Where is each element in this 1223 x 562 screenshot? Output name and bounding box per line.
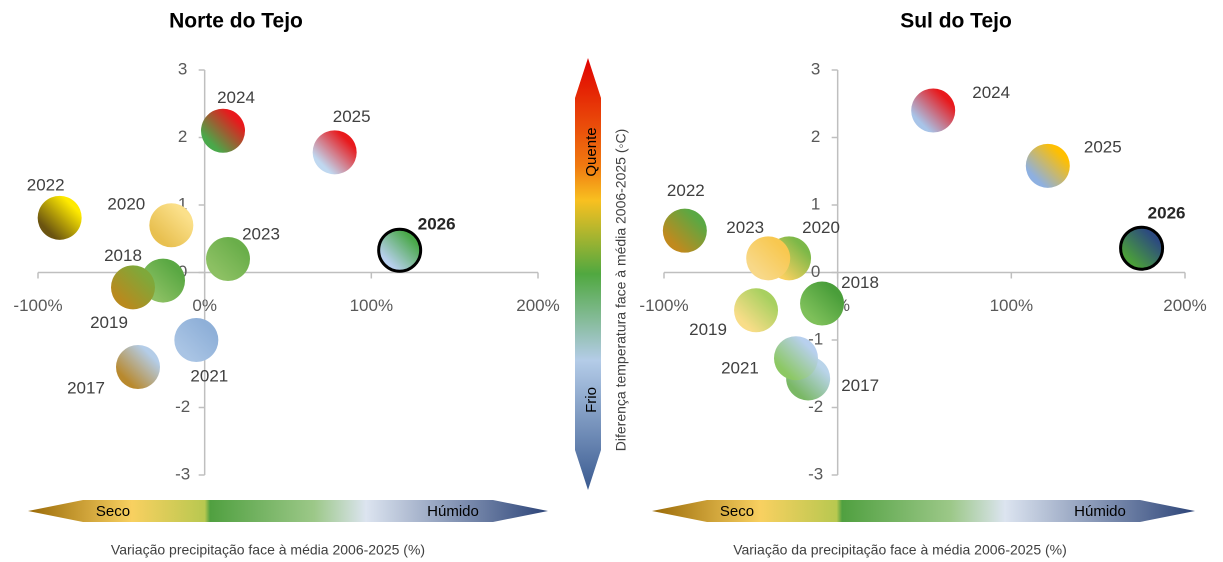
chart-title: Norte do Tejo xyxy=(169,10,303,33)
x-tick-label: -100% xyxy=(639,296,688,315)
warm-label: Quente xyxy=(583,127,600,176)
bubble xyxy=(206,237,250,281)
x-tick-label: 100% xyxy=(990,296,1033,315)
bubble xyxy=(201,108,245,153)
point-label: 2020 xyxy=(802,218,840,237)
y-tick-label: 2 xyxy=(811,127,820,146)
wet-label: Húmido xyxy=(1074,503,1126,520)
wet-label: Húmido xyxy=(427,503,479,520)
point-label: 2024 xyxy=(972,83,1010,102)
dry-label: Seco xyxy=(96,503,130,520)
precipitation-arrow xyxy=(652,500,1195,522)
point-label: 2023 xyxy=(242,224,280,243)
temperature-arrow xyxy=(575,58,601,490)
x-axis-title: Variação da precipitação face à média 20… xyxy=(733,542,1067,558)
point-label: 2026 xyxy=(418,215,456,234)
point-label: 2018 xyxy=(104,246,142,265)
point-label: 2020 xyxy=(107,195,145,214)
bubble xyxy=(149,203,194,248)
color-scale-title: Diferença temperatura face à média 2006-… xyxy=(613,129,629,451)
y-tick-label: 2 xyxy=(178,127,187,146)
x-axis-title: Variação precipitação face à média 2006-… xyxy=(111,542,425,558)
y-tick-label: -3 xyxy=(808,464,823,483)
point-label: 2022 xyxy=(27,175,65,194)
point-label: 2021 xyxy=(721,359,759,378)
bubble xyxy=(662,208,707,253)
chart: Norte do Tejo-100%0%100%200%-3-2-10123Se… xyxy=(13,10,559,558)
bubble xyxy=(312,130,357,175)
point-label: 2018 xyxy=(841,273,879,292)
x-tick-label: -100% xyxy=(13,296,62,315)
chart: Sul do Tejo-100%0%100%200%-3-2-10123Seco… xyxy=(639,10,1206,558)
y-tick-label: -2 xyxy=(175,397,190,416)
x-tick-label: 200% xyxy=(1163,296,1206,315)
y-tick-label: 3 xyxy=(811,59,820,78)
point-label: 2021 xyxy=(190,366,228,385)
cold-label: Frio xyxy=(583,387,600,413)
bubble xyxy=(773,336,818,381)
bubble xyxy=(746,236,791,281)
point-label: 2017 xyxy=(841,376,879,395)
precipitation-arrow xyxy=(28,500,548,522)
y-tick-label: 1 xyxy=(811,194,820,213)
bubble xyxy=(1025,143,1070,188)
y-tick-label: -2 xyxy=(808,397,823,416)
y-tick-label: -3 xyxy=(175,464,190,483)
y-tick-label: 0 xyxy=(811,262,820,281)
point-label: 2019 xyxy=(689,320,727,339)
bubble xyxy=(111,265,155,310)
point-label: 2024 xyxy=(217,88,255,107)
y-tick-label: 3 xyxy=(178,59,187,78)
point-label: 2017 xyxy=(67,378,105,397)
point-label: 2026 xyxy=(1148,204,1186,223)
y-tick-label: 1 xyxy=(178,194,187,213)
point-label: 2025 xyxy=(1084,137,1122,156)
x-tick-label: 100% xyxy=(350,296,393,315)
bubble xyxy=(911,88,956,133)
point-label: 2023 xyxy=(726,218,764,237)
bubble xyxy=(1119,225,1165,271)
x-tick-label: 0% xyxy=(192,296,217,315)
bubble xyxy=(37,195,82,240)
bubble xyxy=(734,288,779,333)
bubble xyxy=(377,227,423,273)
bubble xyxy=(174,318,219,362)
chart-title: Sul do Tejo xyxy=(900,10,1012,33)
point-label: 2025 xyxy=(333,107,371,126)
dry-label: Seco xyxy=(720,503,754,520)
bubble xyxy=(800,281,845,326)
color-scale: Quente Frio Diferença temperatura face à… xyxy=(575,58,629,490)
point-label: 2022 xyxy=(667,181,705,200)
bubble xyxy=(116,345,160,389)
point-label: 2019 xyxy=(90,313,128,332)
x-tick-label: 200% xyxy=(516,296,559,315)
